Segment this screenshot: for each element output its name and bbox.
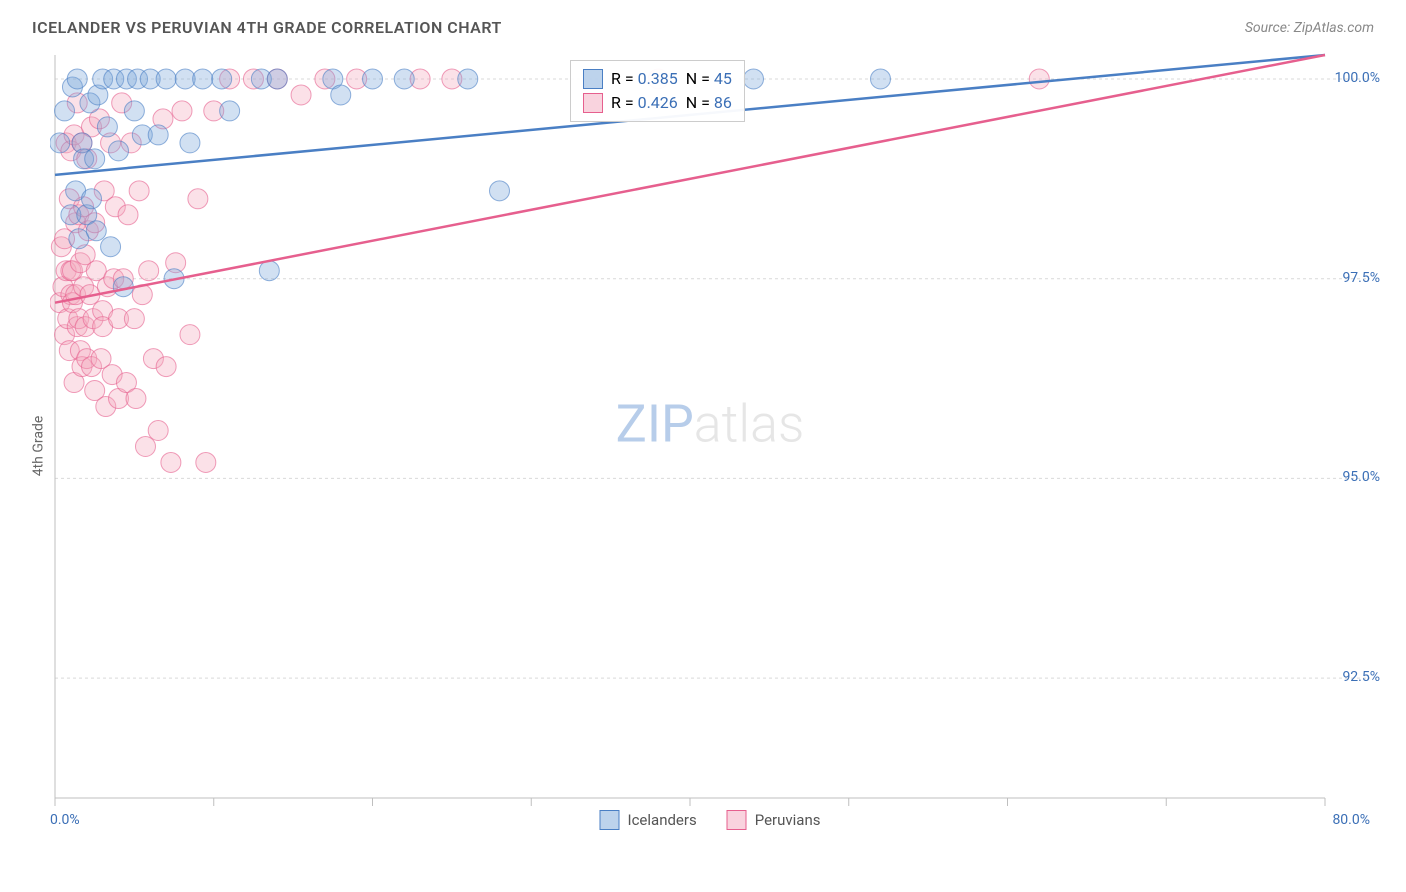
y-tick-label: 92.5% xyxy=(1342,669,1380,685)
legend-row-peruvians: R = 0.426 N = 86 xyxy=(583,91,732,115)
chart-source: Source: ZipAtlas.com xyxy=(1245,20,1374,36)
legend-r-value-1: 0.385 xyxy=(638,69,678,88)
series-legend: Icelanders Peruvians xyxy=(600,810,821,830)
legend-n-value-2: 86 xyxy=(714,93,732,112)
correlation-legend: R = 0.385 N = 45 R = 0.426 N = 86 xyxy=(570,60,745,122)
y-tick-label: 95.0% xyxy=(1342,469,1380,485)
peruvians-swatch-bottom xyxy=(727,810,747,830)
legend-row-icelanders: R = 0.385 N = 45 xyxy=(583,67,732,91)
legend-label-peruvians: Peruvians xyxy=(755,811,821,829)
x-tick-label: 80.0% xyxy=(1332,812,1370,828)
y-tick-label: 100.0% xyxy=(1335,70,1380,86)
icelanders-swatch xyxy=(583,69,603,89)
legend-label-icelanders: Icelanders xyxy=(628,811,697,829)
y-axis-label: 4th Grade xyxy=(30,416,46,477)
legend-n-value-1: 45 xyxy=(714,69,732,88)
chart-title: ICELANDER VS PERUVIAN 4TH GRADE CORRELAT… xyxy=(32,18,502,37)
legend-r-value-2: 0.426 xyxy=(638,93,678,112)
scatter-plot xyxy=(50,50,1370,830)
legend-r-label-2: R = 0.426 N = 86 xyxy=(611,91,732,115)
x-tick-label: 0.0% xyxy=(50,812,80,828)
legend-r-label-1: R = 0.385 N = 45 xyxy=(611,67,732,91)
chart-header: ICELANDER VS PERUVIAN 4TH GRADE CORRELAT… xyxy=(32,18,1374,37)
peruvians-swatch xyxy=(583,93,603,113)
chart-area: ZIPatlas R = 0.385 N = 45 R = 0.426 N = … xyxy=(50,50,1370,830)
legend-item-peruvians: Peruvians xyxy=(727,810,821,830)
y-tick-label: 97.5% xyxy=(1342,270,1380,286)
icelanders-swatch-bottom xyxy=(600,810,620,830)
legend-item-icelanders: Icelanders xyxy=(600,810,697,830)
